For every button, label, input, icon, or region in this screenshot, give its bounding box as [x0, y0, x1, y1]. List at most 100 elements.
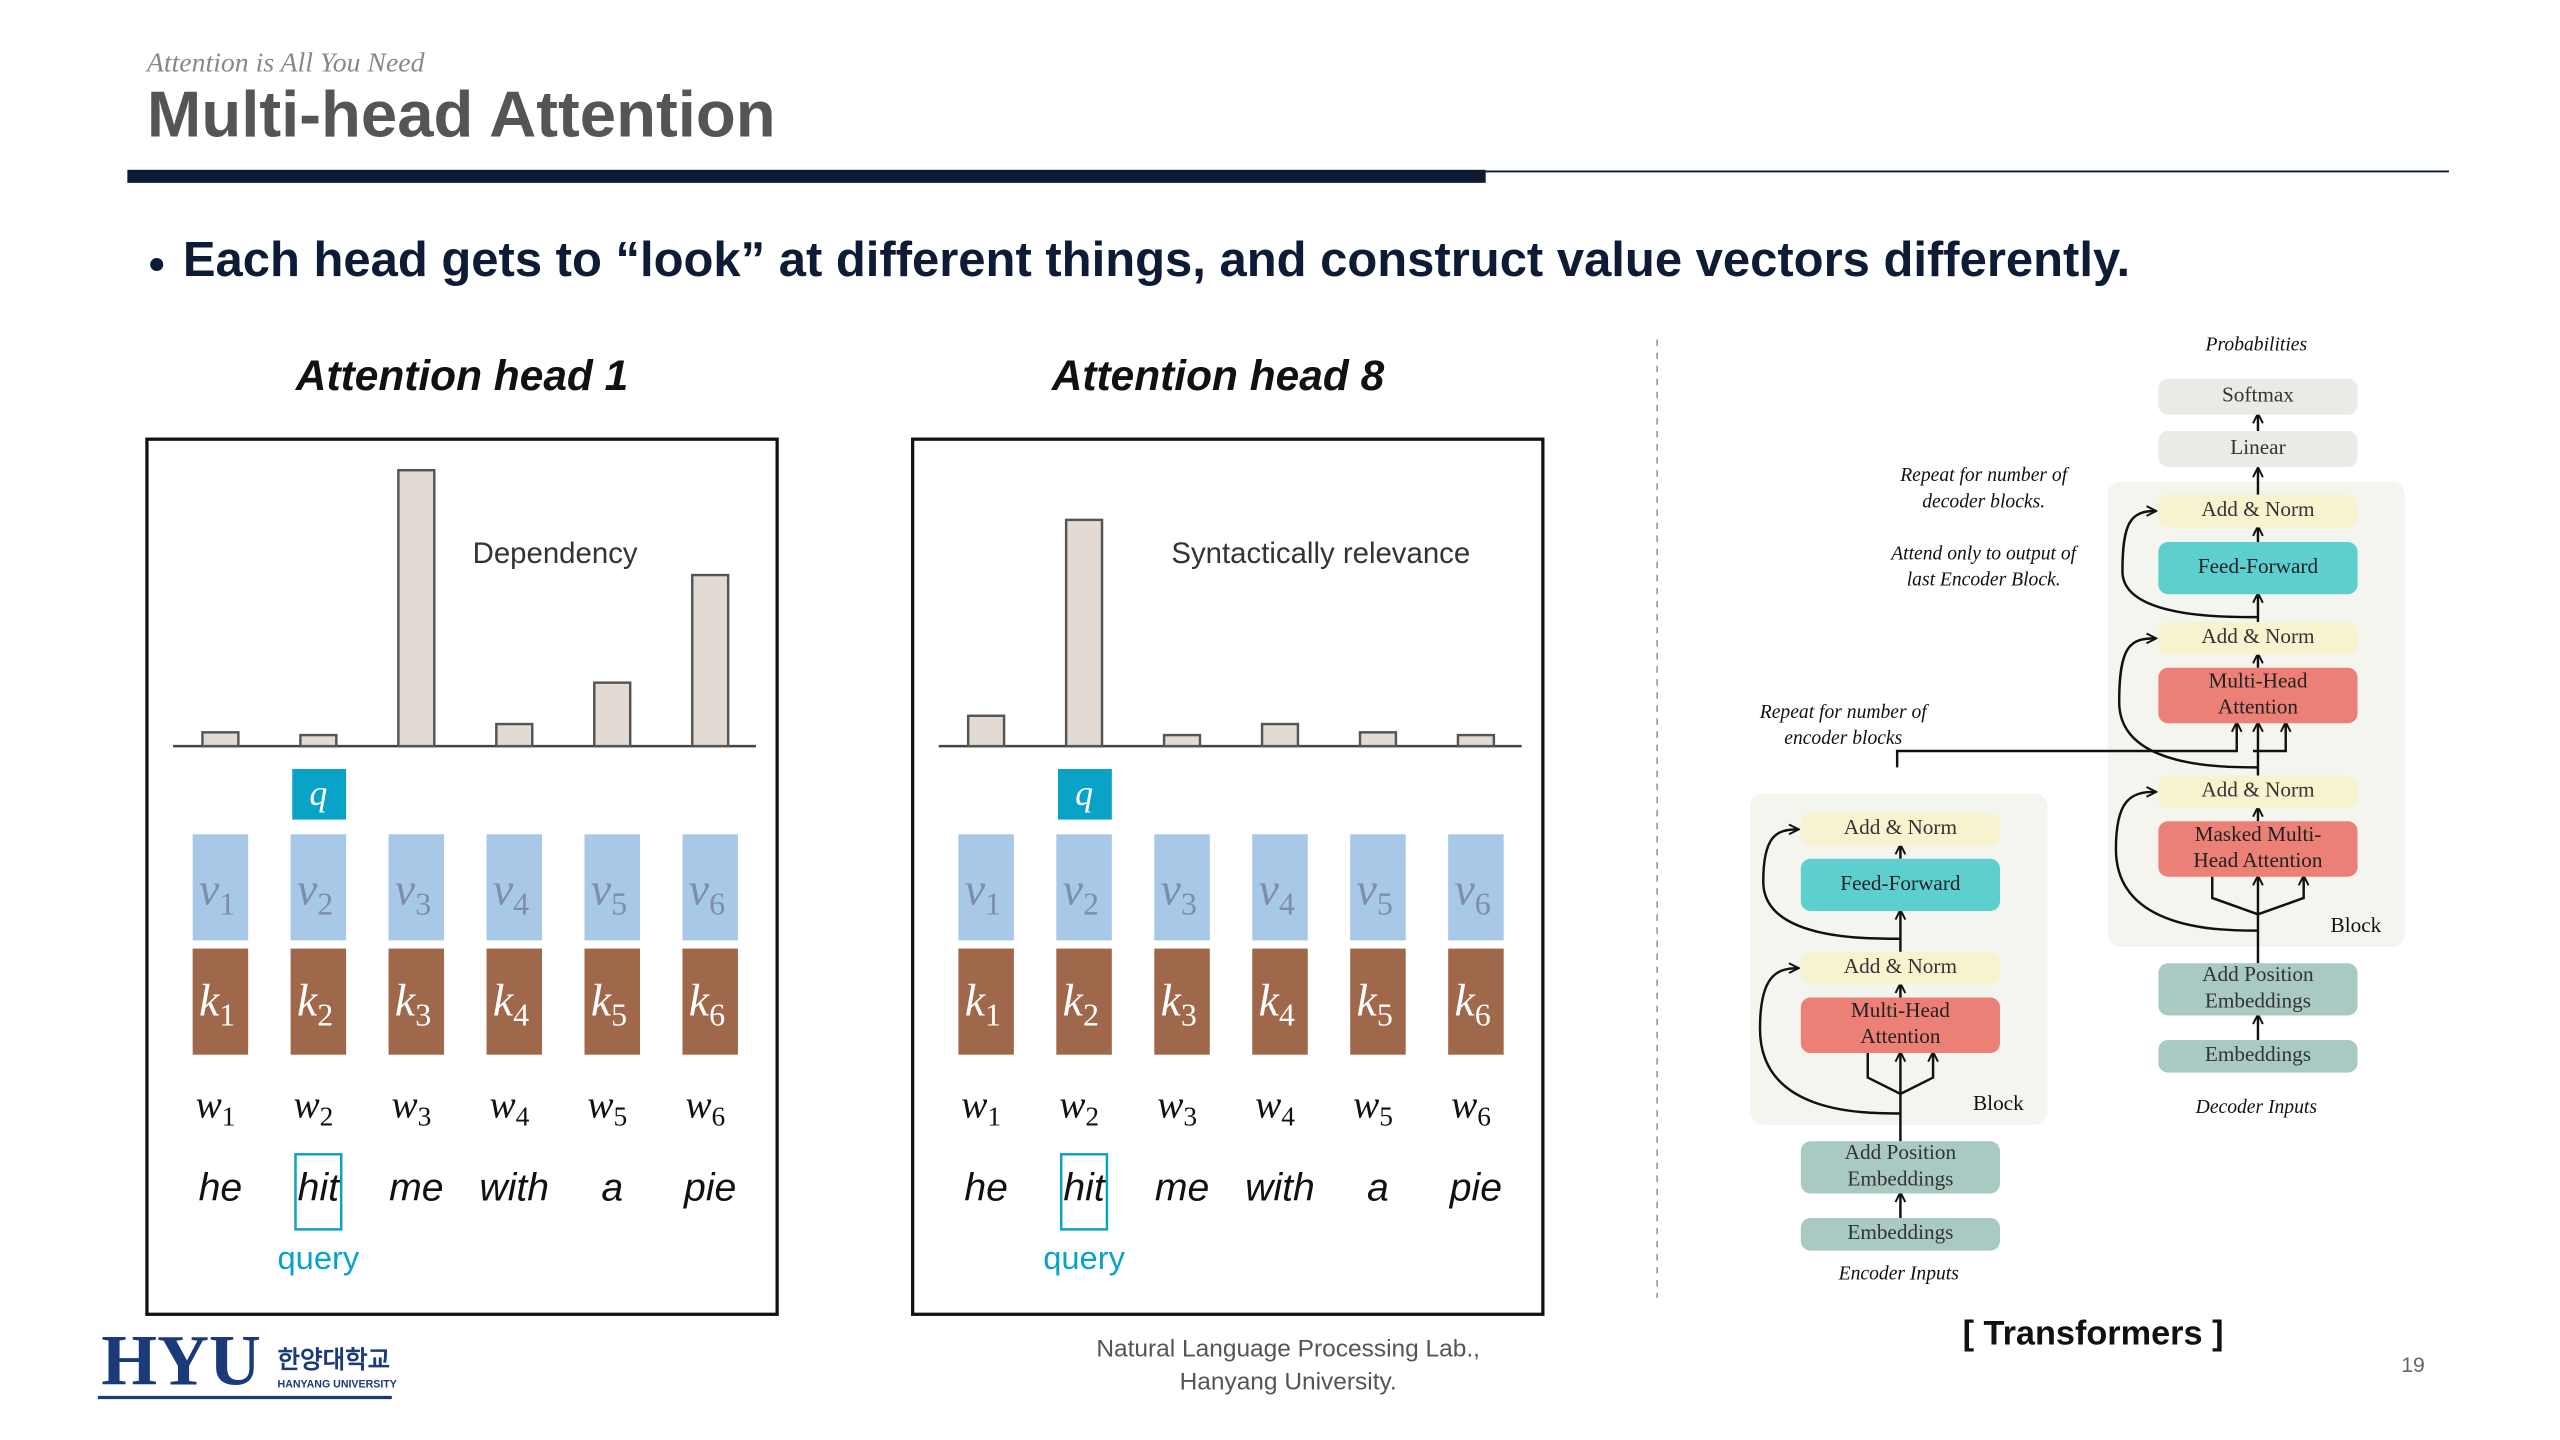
attention-panel: Attention head 8 Syntactically relevance v…	[911, 352, 1545, 1316]
subscript: 4	[513, 886, 529, 922]
math-symbol: k5	[1357, 975, 1393, 1033]
symbol: w	[1451, 1084, 1477, 1127]
logo: HYU	[101, 1321, 261, 1401]
diagram-caption: [ Transformers ]	[1963, 1315, 2224, 1353]
math-symbol: v3	[1161, 864, 1197, 922]
key-box	[682, 948, 738, 1055]
subscript: 2	[320, 1102, 334, 1132]
math-symbol: w2	[294, 1084, 334, 1132]
subscript: 6	[1475, 886, 1491, 922]
subtitle: Attention is All You Need	[145, 48, 425, 79]
key-box	[1154, 948, 1210, 1055]
word: hit	[298, 1167, 341, 1210]
word: hit	[1063, 1167, 1106, 1210]
subscript: 3	[1183, 1102, 1197, 1132]
symbol: k	[689, 975, 710, 1026]
math-symbol: v2	[297, 864, 333, 922]
diagram-note: Repeat for number of	[1759, 702, 1929, 723]
value-box	[1154, 834, 1210, 941]
panels: Attention head 1Dependencyv1k1w1hev2k2w2…	[145, 352, 1545, 1316]
attention-bar	[966, 714, 1006, 748]
query-box	[292, 768, 347, 820]
symbol: k	[1161, 975, 1182, 1026]
symbol: k	[965, 975, 986, 1026]
node-label: Attention	[2218, 694, 2299, 718]
panel-title: Attention head 1	[295, 352, 628, 399]
symbol: k	[1259, 975, 1280, 1026]
symbol: v	[1357, 864, 1378, 915]
attention-bar	[299, 733, 338, 748]
symbol: k	[395, 975, 416, 1026]
symbol: v	[689, 864, 710, 915]
bullet-text: Each head gets to “look” at different th…	[183, 233, 2130, 287]
logo-korean: 한양대학교	[278, 1346, 391, 1374]
subscript: 1	[985, 886, 1001, 922]
subscript: 2	[317, 886, 333, 922]
node-label: Head Attention	[2193, 848, 2322, 872]
lab-line: Natural Language Processing Lab.,	[1096, 1336, 1480, 1363]
symbol: k	[297, 975, 318, 1026]
diagram-node	[2158, 494, 2358, 528]
diagram-note: last Encoder Block.	[1907, 570, 2061, 591]
key-box	[1448, 948, 1504, 1055]
node-label: Add & Norm	[1844, 954, 1958, 978]
symbol: v	[1259, 864, 1280, 915]
annotation: Dependency	[473, 537, 638, 570]
panel-frame	[145, 437, 779, 1316]
symbol: v	[1063, 864, 1084, 915]
symbol: w	[685, 1084, 711, 1127]
symbol: v	[199, 864, 220, 915]
node-label: Feed-Forward	[1840, 871, 1961, 895]
math-symbol: w2	[1059, 1084, 1099, 1132]
subscript: 5	[1377, 997, 1393, 1033]
node-label: Add Position	[1845, 1140, 1957, 1164]
key-box	[1350, 948, 1406, 1055]
value-box	[958, 834, 1014, 941]
symbol: w	[961, 1084, 987, 1127]
word: with	[479, 1167, 549, 1210]
annotation: Syntactically relevance	[1171, 537, 1470, 570]
symbol: w	[294, 1084, 320, 1127]
attention-bar	[1260, 722, 1300, 748]
node-label: Embeddings	[2205, 1042, 2311, 1066]
math-symbol: k1	[965, 975, 1001, 1033]
block-label: Block	[2331, 913, 2382, 937]
diagram-note: Attend only to output of	[1889, 544, 2078, 565]
attention-bar	[1456, 733, 1496, 748]
math-symbol: w5	[587, 1084, 627, 1132]
diagram-note: Probabilities	[2205, 335, 2308, 356]
diagram-node	[2158, 963, 2358, 1016]
symbol: k	[493, 975, 514, 1026]
subscript: 5	[1377, 886, 1393, 922]
symbol: w	[1059, 1084, 1085, 1127]
math-symbol: v3	[395, 864, 431, 922]
attention-panel: Attention head 1Dependencyv1k1w1hev2k2w2…	[145, 352, 779, 1316]
symbol: k	[1357, 975, 1378, 1026]
math-symbol: k4	[493, 975, 529, 1033]
title: Multi-head Attention	[147, 77, 776, 150]
attention-bar	[1358, 731, 1398, 748]
symbol: k	[591, 975, 612, 1026]
attention-bar	[691, 573, 730, 748]
math-symbol: k6	[1455, 975, 1491, 1033]
math-symbol: k3	[395, 975, 431, 1033]
query-symbol: q	[1075, 773, 1093, 813]
query-word-frame	[294, 1153, 343, 1231]
word: me	[389, 1167, 443, 1210]
math-symbol: v1	[965, 864, 1001, 922]
symbol: w	[1353, 1084, 1379, 1127]
subscript: 1	[222, 1102, 236, 1132]
value-box	[1448, 834, 1504, 941]
subscript: 6	[1475, 997, 1491, 1033]
key-box	[486, 948, 543, 1055]
value-box	[486, 834, 543, 941]
math-symbol: k6	[689, 975, 725, 1033]
diagram-node	[2158, 622, 2358, 655]
subscript: 2	[1085, 1102, 1099, 1132]
key-box	[192, 948, 249, 1055]
math-symbol: v4	[493, 864, 529, 922]
node-label: Add & Norm	[2201, 497, 2315, 521]
subscript: 1	[987, 1102, 1001, 1132]
value-box	[290, 834, 347, 941]
